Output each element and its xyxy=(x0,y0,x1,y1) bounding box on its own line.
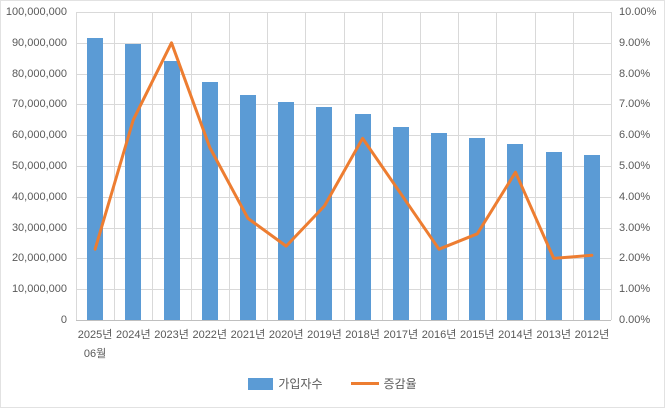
legend-label-growth: 증감율 xyxy=(383,377,417,391)
subscriber-bar xyxy=(163,60,180,320)
left-axis-tick-label: 30,000,000 xyxy=(11,221,67,234)
left-axis-tick-label: 60,000,000 xyxy=(11,129,67,142)
right-axis-tick-label: 1.00% xyxy=(619,283,651,296)
category-tick-label: 2014년 xyxy=(498,329,533,341)
left-axis-tick-label: 100,000,000 xyxy=(5,6,67,18)
right-axis-tick-label: 4.00% xyxy=(619,190,651,203)
legend-bar-swatch xyxy=(248,377,274,390)
subscriber-bar xyxy=(431,133,448,320)
subscriber-bar xyxy=(239,95,256,320)
category-tick-label: 2018년 xyxy=(345,329,380,341)
subscriber-bar xyxy=(354,114,371,320)
subscriber-bar xyxy=(87,37,104,320)
subscriber-bar xyxy=(278,101,295,320)
horizontal-gridline xyxy=(76,227,611,229)
legend-entry-growth: 증감율 xyxy=(350,375,417,392)
right-axis-tick-label: 7.00% xyxy=(619,98,651,111)
right-axis-tick-label: 8.00% xyxy=(619,67,651,80)
right-axis-tick-label: 9.00% xyxy=(619,36,651,49)
left-axis-tick-label: 80,000,000 xyxy=(11,67,67,80)
category-tick-label: 2019년 xyxy=(307,329,342,341)
left-axis-tick-label: 90,000,000 xyxy=(11,36,67,49)
left-axis-tick-label: 20,000,000 xyxy=(11,252,67,265)
right-axis-tick-label: 3.00% xyxy=(619,221,651,234)
horizontal-gridline xyxy=(76,104,611,106)
category-tick-label: 2020년 xyxy=(268,329,304,341)
right-axis-tick-label: 6.00% xyxy=(619,129,651,142)
category-tick-label: 2023년 xyxy=(154,329,189,341)
right-axis-tick-label: 10.00% xyxy=(619,6,657,18)
horizontal-gridline xyxy=(76,12,611,13)
subscriber-bar xyxy=(583,154,600,320)
left-axis-tick-label: 50,000,000 xyxy=(11,160,67,172)
category-tick-label: 2025년 06월 xyxy=(77,329,113,360)
horizontal-gridline xyxy=(76,196,611,198)
category-tick-label: 2013년 xyxy=(536,329,571,341)
legend-entry-subscribers: 가입자수 xyxy=(248,375,323,392)
subscriber-bar xyxy=(201,81,218,320)
right-axis-tick-label: 2.00% xyxy=(619,252,651,265)
left-axis-tick-label: 10,000,000 xyxy=(11,283,67,296)
category-tick-label: 2017년 xyxy=(383,329,419,341)
plot-area xyxy=(76,12,612,321)
horizontal-gridline xyxy=(76,42,611,44)
subscriber-bar xyxy=(316,107,333,320)
right-axis-tick-label: 0.00% xyxy=(619,314,651,326)
growth-rate-polyline xyxy=(93,41,594,260)
horizontal-gridline xyxy=(76,166,611,167)
horizontal-gridline xyxy=(76,289,611,291)
category-tick-label: 2024년 xyxy=(116,329,151,341)
subscriber-bar xyxy=(469,137,486,320)
growth-rate-line xyxy=(93,41,594,260)
legend-line-swatch xyxy=(350,382,379,385)
legend-label-subscribers: 가입자수 xyxy=(278,377,323,391)
category-tick-label: 2016년 xyxy=(421,329,457,341)
legend: 가입자수 증감율 xyxy=(1,375,664,392)
category-tick-label: 2015년 xyxy=(459,329,495,341)
horizontal-gridline xyxy=(76,73,611,75)
x-axis-line xyxy=(76,320,611,321)
subscriber-bar xyxy=(507,143,524,320)
left-axis-tick-label: 40,000,000 xyxy=(11,190,67,203)
vertical-gridline xyxy=(611,12,612,320)
left-axis-tick-label: 70,000,000 xyxy=(11,98,67,111)
right-axis-tick-label: 5.00% xyxy=(619,160,651,172)
category-tick-label: 2022년 xyxy=(192,329,228,341)
subscriber-bar xyxy=(392,126,409,320)
horizontal-gridline xyxy=(76,258,611,260)
horizontal-gridline xyxy=(76,135,611,137)
category-tick-label: 2021년 xyxy=(230,329,266,341)
subscriber-bar xyxy=(545,151,562,320)
left-axis-tick-label: 0 xyxy=(60,314,67,326)
category-tick-label: 2012년 xyxy=(574,329,610,341)
